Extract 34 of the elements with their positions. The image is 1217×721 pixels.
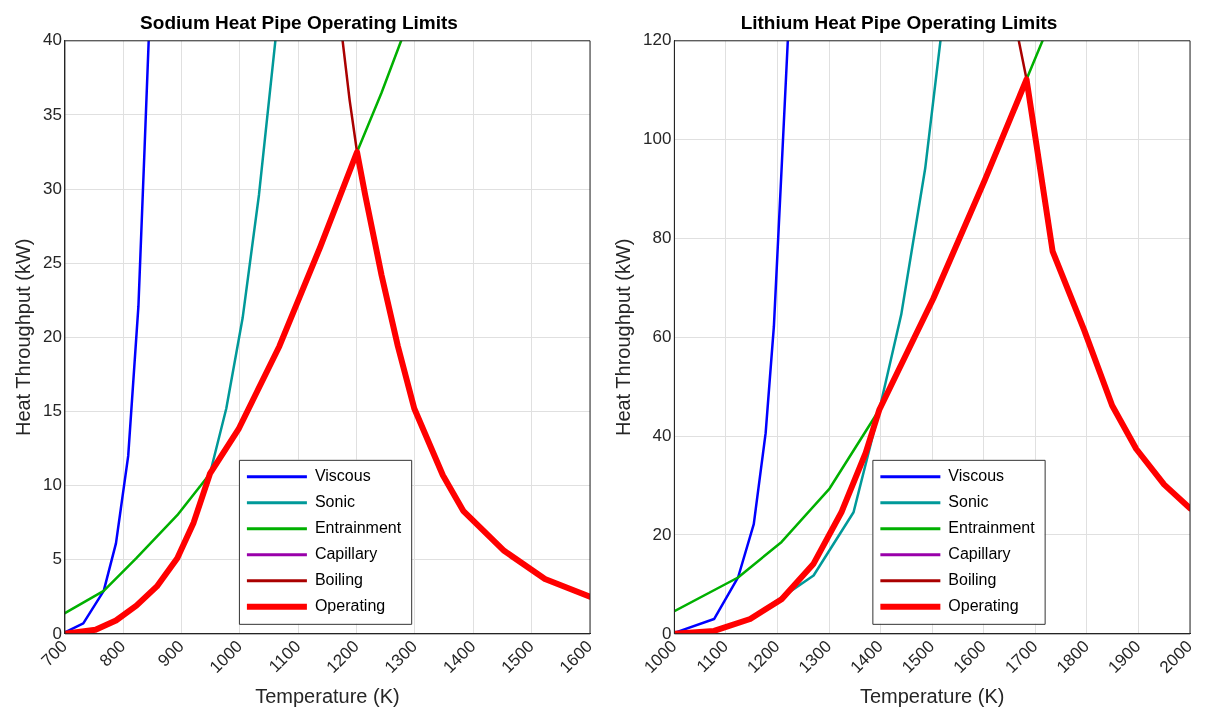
y-tick-label: 15 <box>42 401 62 421</box>
x-axis-title: Temperature (K) <box>255 684 400 707</box>
y-axis-title: Heat Throughput (kW) <box>11 238 34 437</box>
y-tick-label: 30 <box>42 178 62 198</box>
chart-title: Lithium Heat Pipe Operating Limits <box>740 11 1058 33</box>
legend-label: Entrainment <box>314 519 402 537</box>
legend-label: Operating <box>314 597 386 615</box>
x-axis-title: Temperature (K) <box>859 684 1005 707</box>
y-tick-label: 5 <box>52 549 62 569</box>
chart-title: Sodium Heat Pipe Operating Limits <box>140 11 458 33</box>
y-axis-title: Heat Throughput (kW) <box>611 238 634 437</box>
y-tick-label: 80 <box>652 228 672 248</box>
y-tick-label: 40 <box>42 30 62 50</box>
legend-label: Viscous <box>948 467 1005 485</box>
y-tick-label: 25 <box>42 252 62 272</box>
y-tick-label: 60 <box>652 327 672 346</box>
y-tick-label: 40 <box>652 425 672 445</box>
legend-label: Viscous <box>314 467 371 485</box>
legend-label: Entrainment <box>948 519 1036 537</box>
legend-label: Sonic <box>948 493 989 511</box>
x-tick-label: 800 <box>95 636 130 671</box>
x-tick-label: 900 <box>154 636 188 671</box>
y-tick-label: 20 <box>42 327 62 346</box>
legend-label: Boiling <box>314 571 363 589</box>
y-tick-label: 20 <box>652 524 672 544</box>
legend-label: Operating <box>948 597 1019 615</box>
y-tick-label: 100 <box>642 129 672 149</box>
y-tick-label: 35 <box>42 104 62 124</box>
legend-label: Capillary <box>948 545 1011 563</box>
legend-label: Sonic <box>314 493 355 511</box>
y-tick-label: 10 <box>42 475 62 495</box>
legend-label: Capillary <box>314 545 378 563</box>
legend-label: Boiling <box>948 571 997 589</box>
y-tick-label: 120 <box>642 30 672 50</box>
